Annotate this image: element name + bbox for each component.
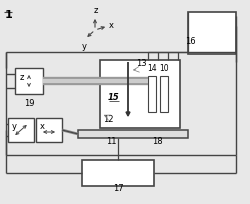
Text: x: x: [40, 122, 45, 131]
Bar: [78, 130, 188, 138]
Text: z: z: [94, 6, 98, 15]
Text: 11: 11: [106, 137, 116, 146]
Text: y: y: [82, 42, 86, 51]
Bar: [100, 60, 180, 128]
Text: 1: 1: [5, 10, 13, 20]
Bar: [82, 160, 154, 186]
Text: 14: 14: [147, 64, 157, 73]
Text: 17: 17: [113, 184, 123, 193]
Text: 12: 12: [103, 115, 114, 124]
Text: x: x: [109, 20, 114, 30]
Text: 16: 16: [185, 37, 196, 45]
Text: 19: 19: [24, 99, 34, 108]
Polygon shape: [126, 112, 130, 116]
Bar: [148, 76, 156, 112]
Bar: [15, 68, 43, 94]
Bar: [160, 76, 168, 112]
Bar: [188, 12, 236, 54]
Text: 15: 15: [108, 93, 120, 102]
Text: 18: 18: [152, 137, 162, 146]
Text: 13: 13: [136, 59, 146, 68]
Bar: [36, 118, 62, 142]
Text: z: z: [20, 73, 24, 82]
Bar: [8, 118, 34, 142]
Text: 10: 10: [159, 64, 169, 73]
Text: y: y: [12, 122, 17, 131]
